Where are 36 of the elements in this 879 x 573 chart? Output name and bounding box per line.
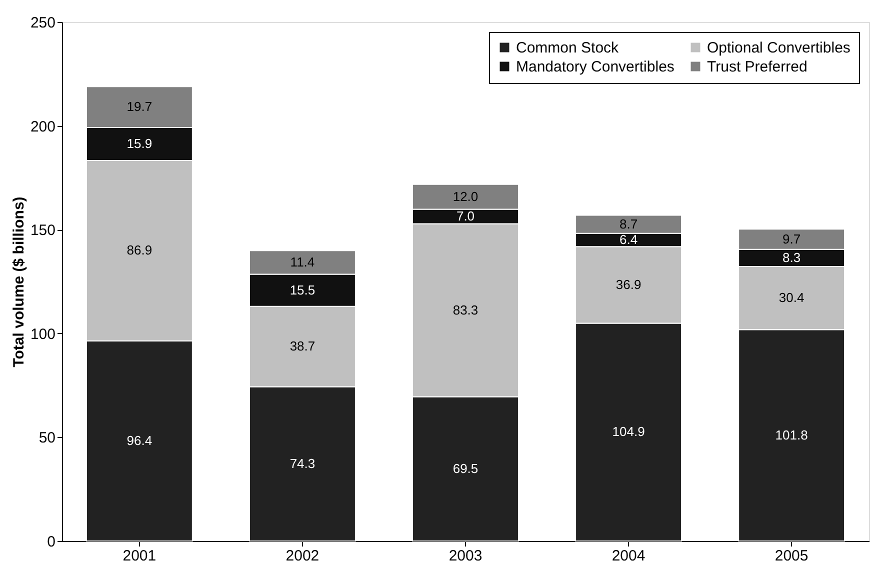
- data-label: 83.3: [452, 302, 478, 318]
- data-label: 8.3: [782, 250, 801, 265]
- x-tick-label: 2003: [448, 548, 482, 564]
- legend-label: Common Stock: [516, 40, 620, 57]
- data-label: 30.4: [778, 290, 804, 306]
- data-label: 15.5: [290, 282, 316, 298]
- data-label: 12.0: [452, 188, 478, 204]
- data-label: 104.9: [612, 424, 645, 440]
- data-label: 19.7: [126, 99, 152, 114]
- x-tick-label: 2002: [286, 548, 320, 564]
- data-label: 38.7: [290, 338, 316, 354]
- data-label: 8.7: [619, 216, 638, 232]
- y-axis-title: Total volume ($ billions): [10, 196, 28, 368]
- y-tick-label: 150: [30, 222, 56, 240]
- data-label: 74.3: [290, 456, 316, 471]
- data-label: 15.9: [126, 136, 152, 151]
- x-tick-label: 2001: [122, 548, 156, 564]
- y-tick-label: 200: [30, 118, 56, 136]
- data-label: 9.7: [782, 231, 801, 246]
- legend-label: Mandatory Convertibles: [516, 58, 674, 76]
- y-tick-label: 50: [38, 430, 56, 447]
- y-tick-label: 250: [30, 14, 56, 32]
- data-label: 69.5: [452, 460, 478, 476]
- legend-label: Trust Preferred: [707, 58, 808, 76]
- data-label: 11.4: [290, 254, 315, 270]
- y-tick-label: 0: [47, 534, 56, 550]
- x-tick-label: 2005: [774, 548, 808, 564]
- data-label: 7.0: [456, 208, 475, 224]
- x-tick-label: 2004: [612, 548, 646, 564]
- legend-label: Optional Convertibles: [707, 40, 850, 57]
- data-label: 86.9: [126, 242, 152, 258]
- y-tick-label: 100: [30, 326, 56, 343]
- data-label: 101.8: [775, 427, 808, 442]
- data-label: 36.9: [616, 276, 642, 292]
- data-label: 96.4: [126, 432, 152, 448]
- data-label: 6.4: [619, 232, 638, 247]
